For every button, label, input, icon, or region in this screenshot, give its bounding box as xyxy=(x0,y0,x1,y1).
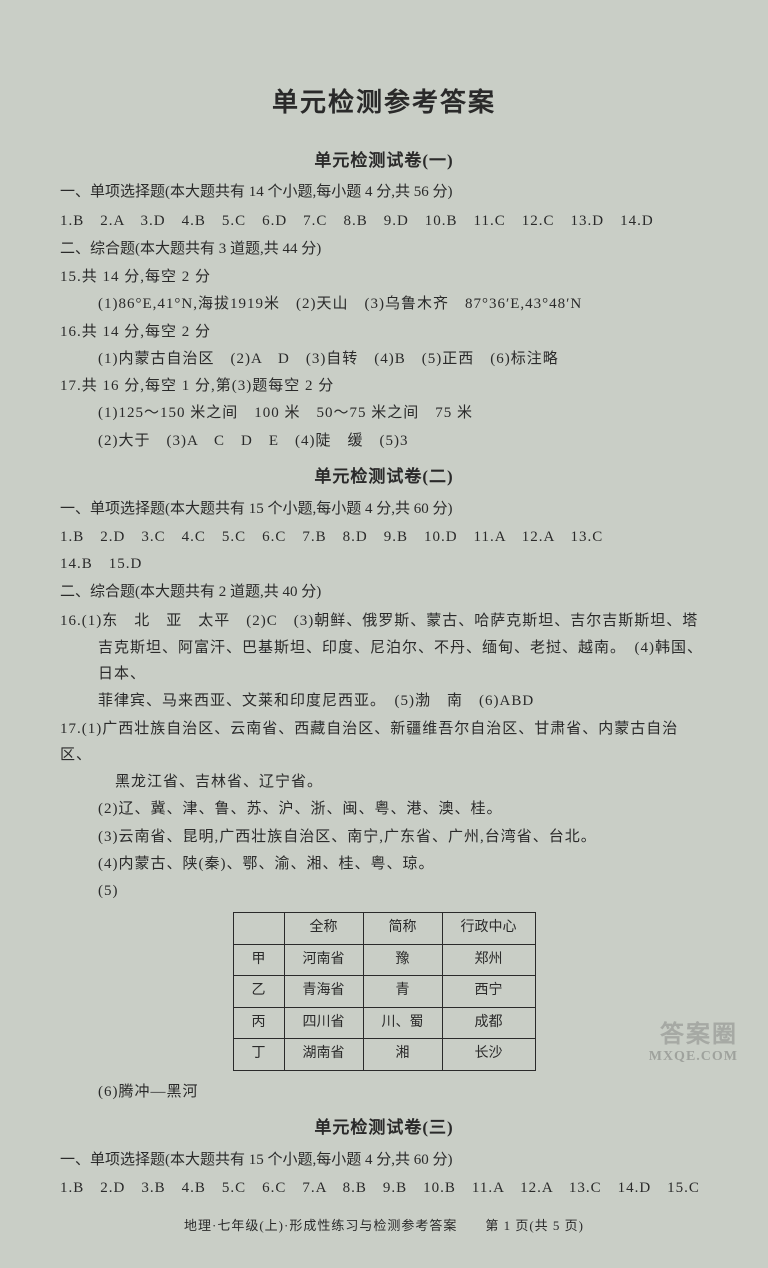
unit1-section2-label: 二、综合题(本大题共有 3 道题,共 44 分) xyxy=(60,236,708,262)
unit2-title: 单元检测试卷(二) xyxy=(60,462,708,492)
cell: 四川省 xyxy=(284,1007,363,1039)
table-row: 丙 四川省 川、蜀 成都 xyxy=(233,1007,535,1039)
cell: 长沙 xyxy=(442,1039,535,1071)
unit1-title: 单元检测试卷(一) xyxy=(60,146,708,176)
watermark-text2: MXQE.COM xyxy=(649,1049,738,1065)
cell: 湖南省 xyxy=(284,1039,363,1071)
unit1-q17-label: 17.共 16 分,每空 1 分,第(3)题每空 2 分 xyxy=(60,373,708,399)
cell: 甲 xyxy=(233,944,284,976)
unit2-q17-line1: 17.(1)广西壮族自治区、云南省、西藏自治区、新疆维吾尔自治区、甘肃省、内蒙古… xyxy=(60,716,708,769)
unit3-s1-answers: 1.B 2.D 3.B 4.B 5.C 6.C 7.A 8.B 9.B 10.B… xyxy=(60,1175,708,1201)
unit1-q17-line2: (2)大于 (3)A C D E (4)陡 缓 (5)3 xyxy=(60,428,708,454)
unit2-answer-table: 全称 简称 行政中心 甲 河南省 豫 郑州 乙 青海省 青 西宁 丙 四川省 川… xyxy=(233,912,536,1071)
unit2-section2-label: 二、综合题(本大题共有 2 道题,共 40 分) xyxy=(60,579,708,605)
cell: 丙 xyxy=(233,1007,284,1039)
cell: 河南省 xyxy=(284,944,363,976)
unit1-q16-label: 16.共 14 分,每空 2 分 xyxy=(60,319,708,345)
cell: 丁 xyxy=(233,1039,284,1071)
unit2-q17-line2: (2)辽、冀、津、鲁、苏、沪、浙、闽、粤、港、澳、桂。 xyxy=(60,796,708,822)
unit2-q16-line3: 菲律宾、马来西亚、文莱和印度尼西亚。 (5)渤 南 (6)ABD xyxy=(60,688,708,714)
unit2-q17-line4: (4)内蒙古、陕(秦)、鄂、渝、湘、桂、粤、琼。 xyxy=(60,851,708,877)
page-footer: 地理·七年级(上)·形成性练习与检测参考答案 第 1 页(共 5 页) xyxy=(60,1215,708,1238)
unit1-s1-answers: 1.B 2.A 3.D 4.B 5.C 6.D 7.C 8.B 9.D 10.B… xyxy=(60,208,708,234)
cell: 川、蜀 xyxy=(363,1007,442,1039)
unit2-q16-line1: 16.(1)东 北 亚 太平 (2)C (3)朝鲜、俄罗斯、蒙古、哈萨克斯坦、吉… xyxy=(60,608,708,634)
watermark: 答案圈 MXQE.COM xyxy=(649,1014,738,1065)
unit2-s1-answers2: 14.B 15.D xyxy=(60,551,708,577)
page-container: 单元检测参考答案 单元检测试卷(一) 一、单项选择题(本大题共有 14 个小题,… xyxy=(0,0,768,1268)
cell: 郑州 xyxy=(442,944,535,976)
cell: 西宁 xyxy=(442,976,535,1008)
table-header-row: 全称 简称 行政中心 xyxy=(233,913,535,945)
table-row: 丁 湖南省 湘 长沙 xyxy=(233,1039,535,1071)
table-row: 乙 青海省 青 西宁 xyxy=(233,976,535,1008)
unit3-title: 单元检测试卷(三) xyxy=(60,1113,708,1143)
unit2-q17-line3: (3)云南省、昆明,广西壮族自治区、南宁,广东省、广州,台湾省、台北。 xyxy=(60,824,708,850)
watermark-text1: 答案圈 xyxy=(649,1014,738,1049)
unit1-q17-line1: (1)125～150 米之间 100 米 50～75 米之间 75 米 xyxy=(60,400,708,426)
unit2-q17-line5: (5) xyxy=(60,878,708,904)
unit2-section1-label: 一、单项选择题(本大题共有 15 个小题,每小题 4 分,共 60 分) xyxy=(60,496,708,522)
th-blank xyxy=(233,913,284,945)
unit1-q15-line1: (1)86°E,41°N,海拔1919米 (2)天山 (3)乌鲁木齐 87°36… xyxy=(60,291,708,317)
th-abbrev: 简称 xyxy=(363,913,442,945)
cell: 湘 xyxy=(363,1039,442,1071)
table-row: 甲 河南省 豫 郑州 xyxy=(233,944,535,976)
unit2-q16-line2: 吉克斯坦、阿富汗、巴基斯坦、印度、尼泊尔、不丹、缅甸、老挝、越南。 (4)韩国、… xyxy=(60,635,708,688)
th-capital: 行政中心 xyxy=(442,913,535,945)
unit1-q15-label: 15.共 14 分,每空 2 分 xyxy=(60,264,708,290)
unit2-s1-answers1: 1.B 2.D 3.C 4.C 5.C 6.C 7.B 8.D 9.B 10.D… xyxy=(60,524,708,550)
main-title: 单元检测参考答案 xyxy=(60,80,708,126)
unit3-section1-label: 一、单项选择题(本大题共有 15 个小题,每小题 4 分,共 60 分) xyxy=(60,1147,708,1173)
cell: 豫 xyxy=(363,944,442,976)
cell: 青海省 xyxy=(284,976,363,1008)
unit1-section1-label: 一、单项选择题(本大题共有 14 个小题,每小题 4 分,共 56 分) xyxy=(60,179,708,205)
th-fullname: 全称 xyxy=(284,913,363,945)
unit1-q16-line1: (1)内蒙古自治区 (2)A D (3)自转 (4)B (5)正西 (6)标注略 xyxy=(60,346,708,372)
cell: 青 xyxy=(363,976,442,1008)
cell: 成都 xyxy=(442,1007,535,1039)
unit2-q17-line1b: 黑龙江省、吉林省、辽宁省。 xyxy=(60,769,708,795)
cell: 乙 xyxy=(233,976,284,1008)
unit2-q17-line6: (6)腾冲—黑河 xyxy=(60,1079,708,1105)
